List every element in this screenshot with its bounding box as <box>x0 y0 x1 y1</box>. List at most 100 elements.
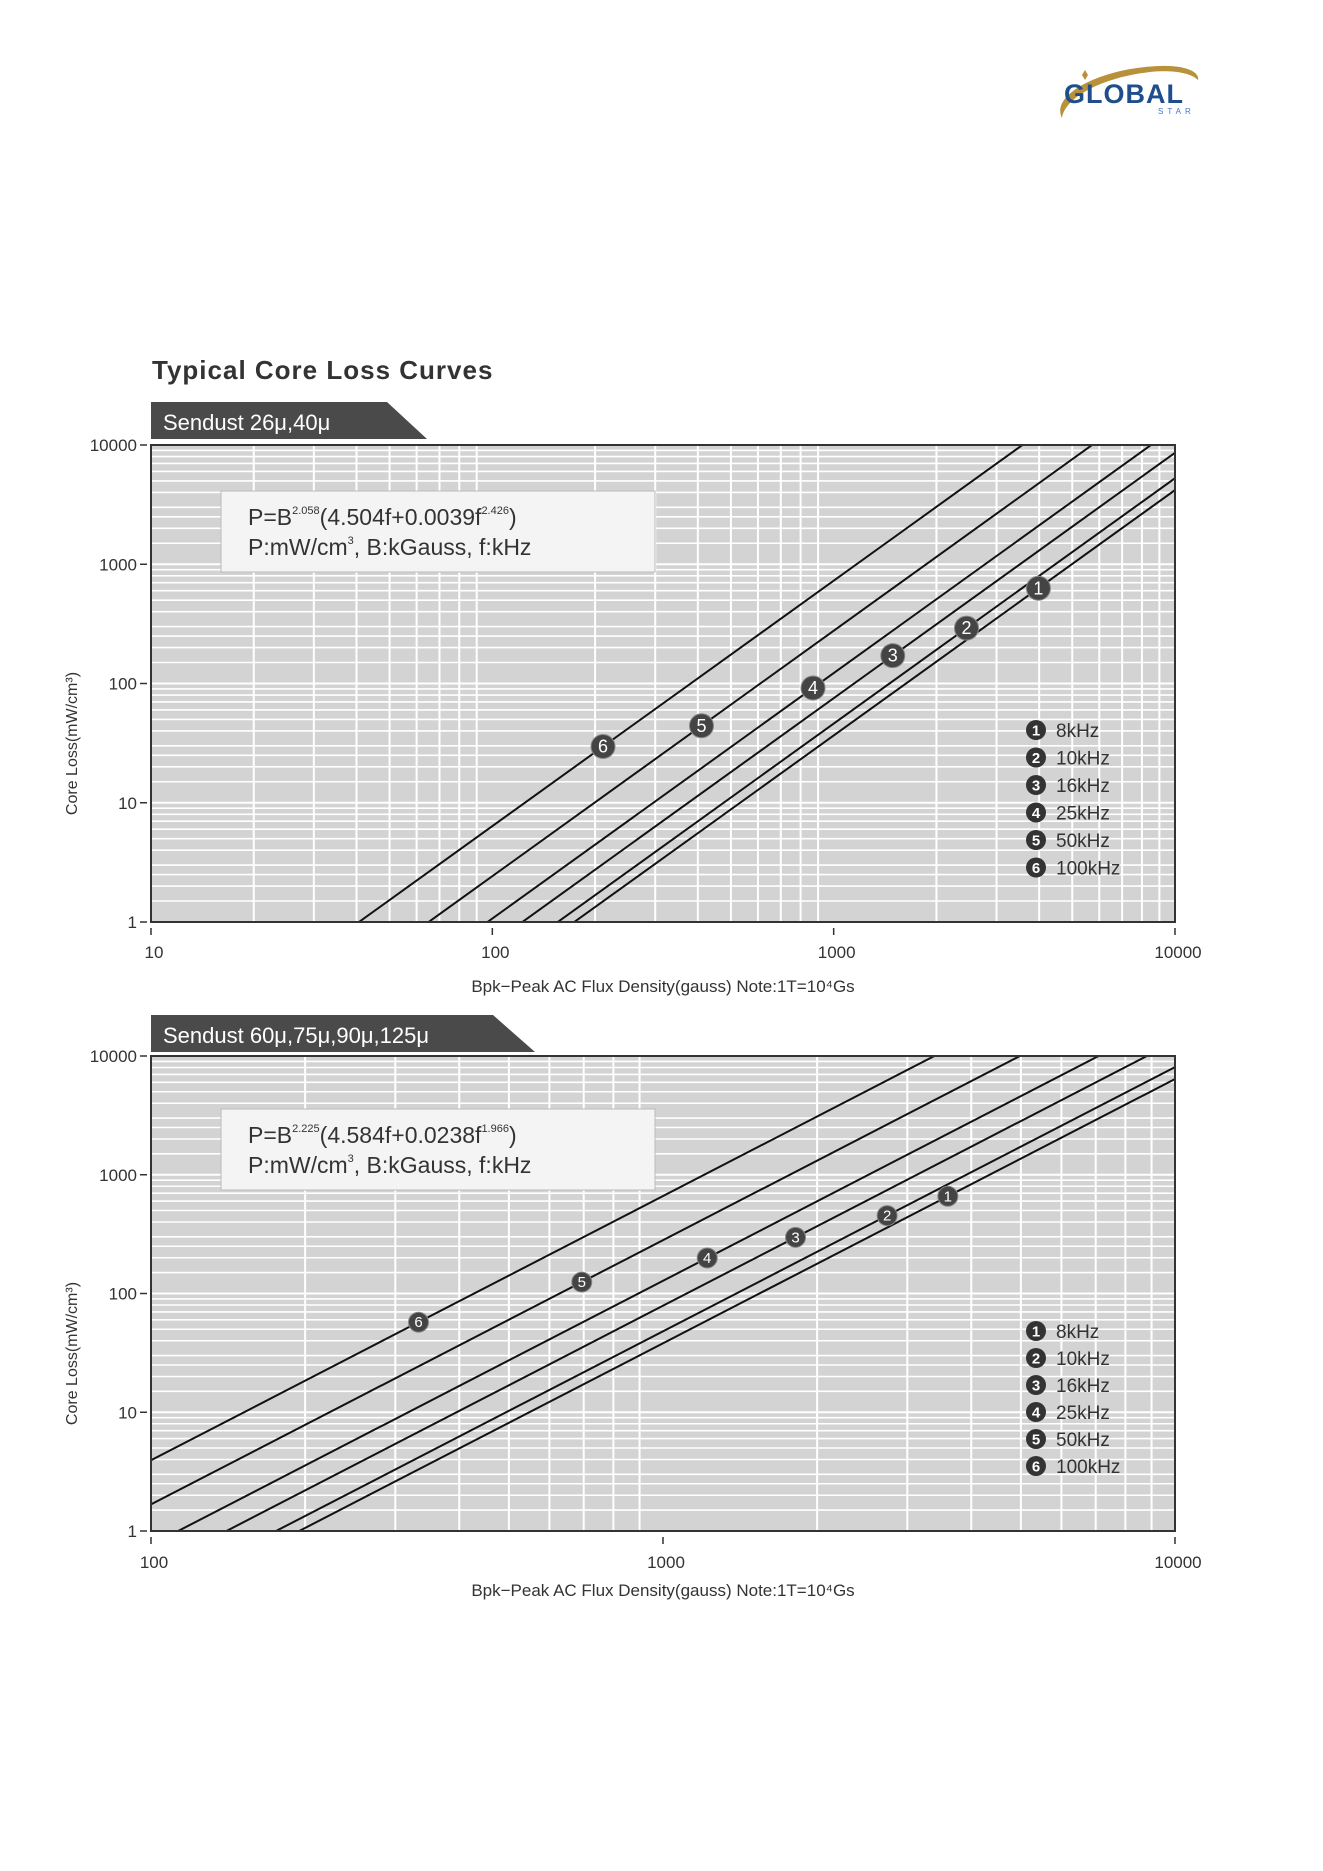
x-tick-label: 10000 <box>1154 1553 1201 1572</box>
formula-exponent: 2.426 <box>481 505 509 517</box>
curves <box>357 445 1175 922</box>
curve-marker-5 <box>688 713 714 739</box>
curve-50kHz <box>151 1056 1023 1506</box>
curve-100kHz <box>151 1056 937 1462</box>
curve-marker-label: 6 <box>414 1314 422 1331</box>
legend-label: 16kHz <box>1056 776 1110 797</box>
chart-title: Sendust 60μ,75μ,90μ,125μ <box>163 1023 429 1048</box>
legend-marker-label: 2 <box>1032 1351 1040 1368</box>
x-tick-label: 10 <box>145 943 164 962</box>
legend-marker-label: 4 <box>1032 805 1041 822</box>
formula-line1: P=B2.225(4.584f+0.0238f1.966) <box>248 1122 517 1148</box>
y-tick-label: 10000 <box>90 436 137 455</box>
legend-marker-label: 6 <box>1032 1459 1040 1476</box>
core-loss-chart-sendust-26-40: Sendust 26μ,40μ P=B2.058(4.504f+0.0039f2.… <box>64 402 1202 996</box>
formula-line2: P:mW/cm3, B:kGauss, f:kHz <box>248 534 531 560</box>
curve-8kHz <box>297 1078 1175 1531</box>
legend-marker-1 <box>1026 720 1046 740</box>
curve-marker-label: 1 <box>944 1188 952 1205</box>
curve-marker-label: 4 <box>808 678 818 698</box>
x-axis-label: Bpk−Peak AC Flux Density(gauss) Note:1T=… <box>471 977 854 996</box>
formula-text: P:mW/cm <box>248 534 348 560</box>
formula-exponent: 2.225 <box>292 1123 320 1135</box>
curve-100kHz <box>357 445 1025 922</box>
curve-marker-2 <box>876 1205 898 1227</box>
legend-marker-3 <box>1026 1375 1046 1395</box>
y-tick-label: 1000 <box>99 555 137 574</box>
x-axis-label: Bpk−Peak AC Flux Density(gauss) Note:1T=… <box>471 1581 854 1600</box>
formula-line2: P:mW/cm3, B:kGauss, f:kHz <box>248 1152 531 1178</box>
legend-label: 25kHz <box>1056 804 1110 825</box>
legend-label: 50kHz <box>1056 1430 1110 1451</box>
legend-marker-label: 1 <box>1032 723 1040 740</box>
y-tick-label: 100 <box>109 1285 137 1304</box>
curves <box>151 1056 1175 1531</box>
x-tick-label: 10000 <box>1154 943 1201 962</box>
grid <box>151 445 1175 922</box>
curve-marker-label: 2 <box>961 618 971 638</box>
x-tick-label: 100 <box>140 1553 168 1572</box>
formula-text: ) <box>509 504 517 530</box>
curve-10kHz <box>273 1066 1175 1531</box>
page-title: Typical Core Loss Curves <box>152 355 493 385</box>
legend-label: 100kHz <box>1056 859 1120 880</box>
legend-marker-6 <box>1026 1456 1046 1476</box>
legend-marker-label: 1 <box>1032 1324 1040 1341</box>
formula-text: (4.504f+0.0039f <box>320 504 482 530</box>
curve-marker-label: 4 <box>703 1250 711 1267</box>
formula-exponent: 1.966 <box>481 1123 509 1135</box>
curve-marker-2 <box>954 615 980 641</box>
y-axis-label: Core Loss(mW/cm³) <box>64 1282 81 1425</box>
legend-label: 10kHz <box>1056 749 1110 770</box>
curve-marker-label: 6 <box>598 737 608 757</box>
curve-marker-label: 3 <box>888 646 898 666</box>
curve-marker-3 <box>880 643 906 669</box>
curve-marker-label: 2 <box>883 1208 891 1225</box>
legend-label: 10kHz <box>1056 1349 1110 1370</box>
legend-marker-4 <box>1026 802 1046 823</box>
curve-marker-6 <box>590 734 616 760</box>
curve-16kHz <box>224 1056 1150 1531</box>
y-tick-label: 1 <box>128 1522 137 1541</box>
formula-box <box>220 1108 656 1191</box>
legend-label: 16kHz <box>1056 1376 1110 1397</box>
curve-marker-5 <box>571 1271 593 1293</box>
curve-50kHz <box>426 445 1094 922</box>
y-tick-label: 10 <box>118 794 137 813</box>
formula-text: , B:kGauss, f:kHz <box>354 1152 532 1178</box>
formula-box <box>220 490 656 573</box>
curve-10kHz <box>556 477 1175 922</box>
chart-title-tab <box>151 1015 535 1052</box>
legend-marker-5 <box>1026 830 1046 850</box>
curve-marker-label: 5 <box>696 716 706 736</box>
formula-exponent: 3 <box>348 1153 354 1165</box>
y-tick-label: 1000 <box>99 1166 137 1185</box>
curve-marker-label: 5 <box>578 1274 586 1291</box>
legend-marker-label: 2 <box>1032 750 1040 767</box>
logo-subtext: STAR <box>1158 107 1195 116</box>
curve-marker-1 <box>937 1185 959 1207</box>
formula-line1: P=B2.058(4.504f+0.0039f2.426) <box>248 504 517 530</box>
x-tick-label: 1000 <box>818 943 856 962</box>
curve-8kHz <box>572 489 1175 922</box>
logo: GLOBAL STAR <box>1060 65 1199 118</box>
core-loss-chart-sendust-60-125: Sendust 60μ,75μ,90μ,125μ P=B2.225(4.584f+… <box>64 1015 1202 1600</box>
plot-frame <box>150 1055 1176 1532</box>
curve-marker-label: 3 <box>791 1229 799 1246</box>
formula-text: , B:kGauss, f:kHz <box>354 534 532 560</box>
y-axis-label: Core Loss(mW/cm³) <box>64 672 81 815</box>
legend-marker-label: 6 <box>1032 860 1040 877</box>
formula-exponent: 3 <box>348 535 354 547</box>
logo-swoosh <box>1060 65 1199 118</box>
grid <box>151 1056 1175 1531</box>
x-tick-label: 100 <box>481 943 509 962</box>
formula-text: P:mW/cm <box>248 1152 348 1178</box>
legend-marker-label: 3 <box>1032 1378 1040 1395</box>
legend-label: 50kHz <box>1056 831 1110 852</box>
formula-text: P=B <box>248 1122 292 1148</box>
legend-marker-2 <box>1026 1348 1046 1368</box>
y-tick-label: 1 <box>128 913 137 932</box>
legend-marker-6 <box>1026 857 1046 878</box>
formula-exponent: 2.058 <box>292 505 320 517</box>
logo-text: GLOBAL <box>1064 79 1184 109</box>
